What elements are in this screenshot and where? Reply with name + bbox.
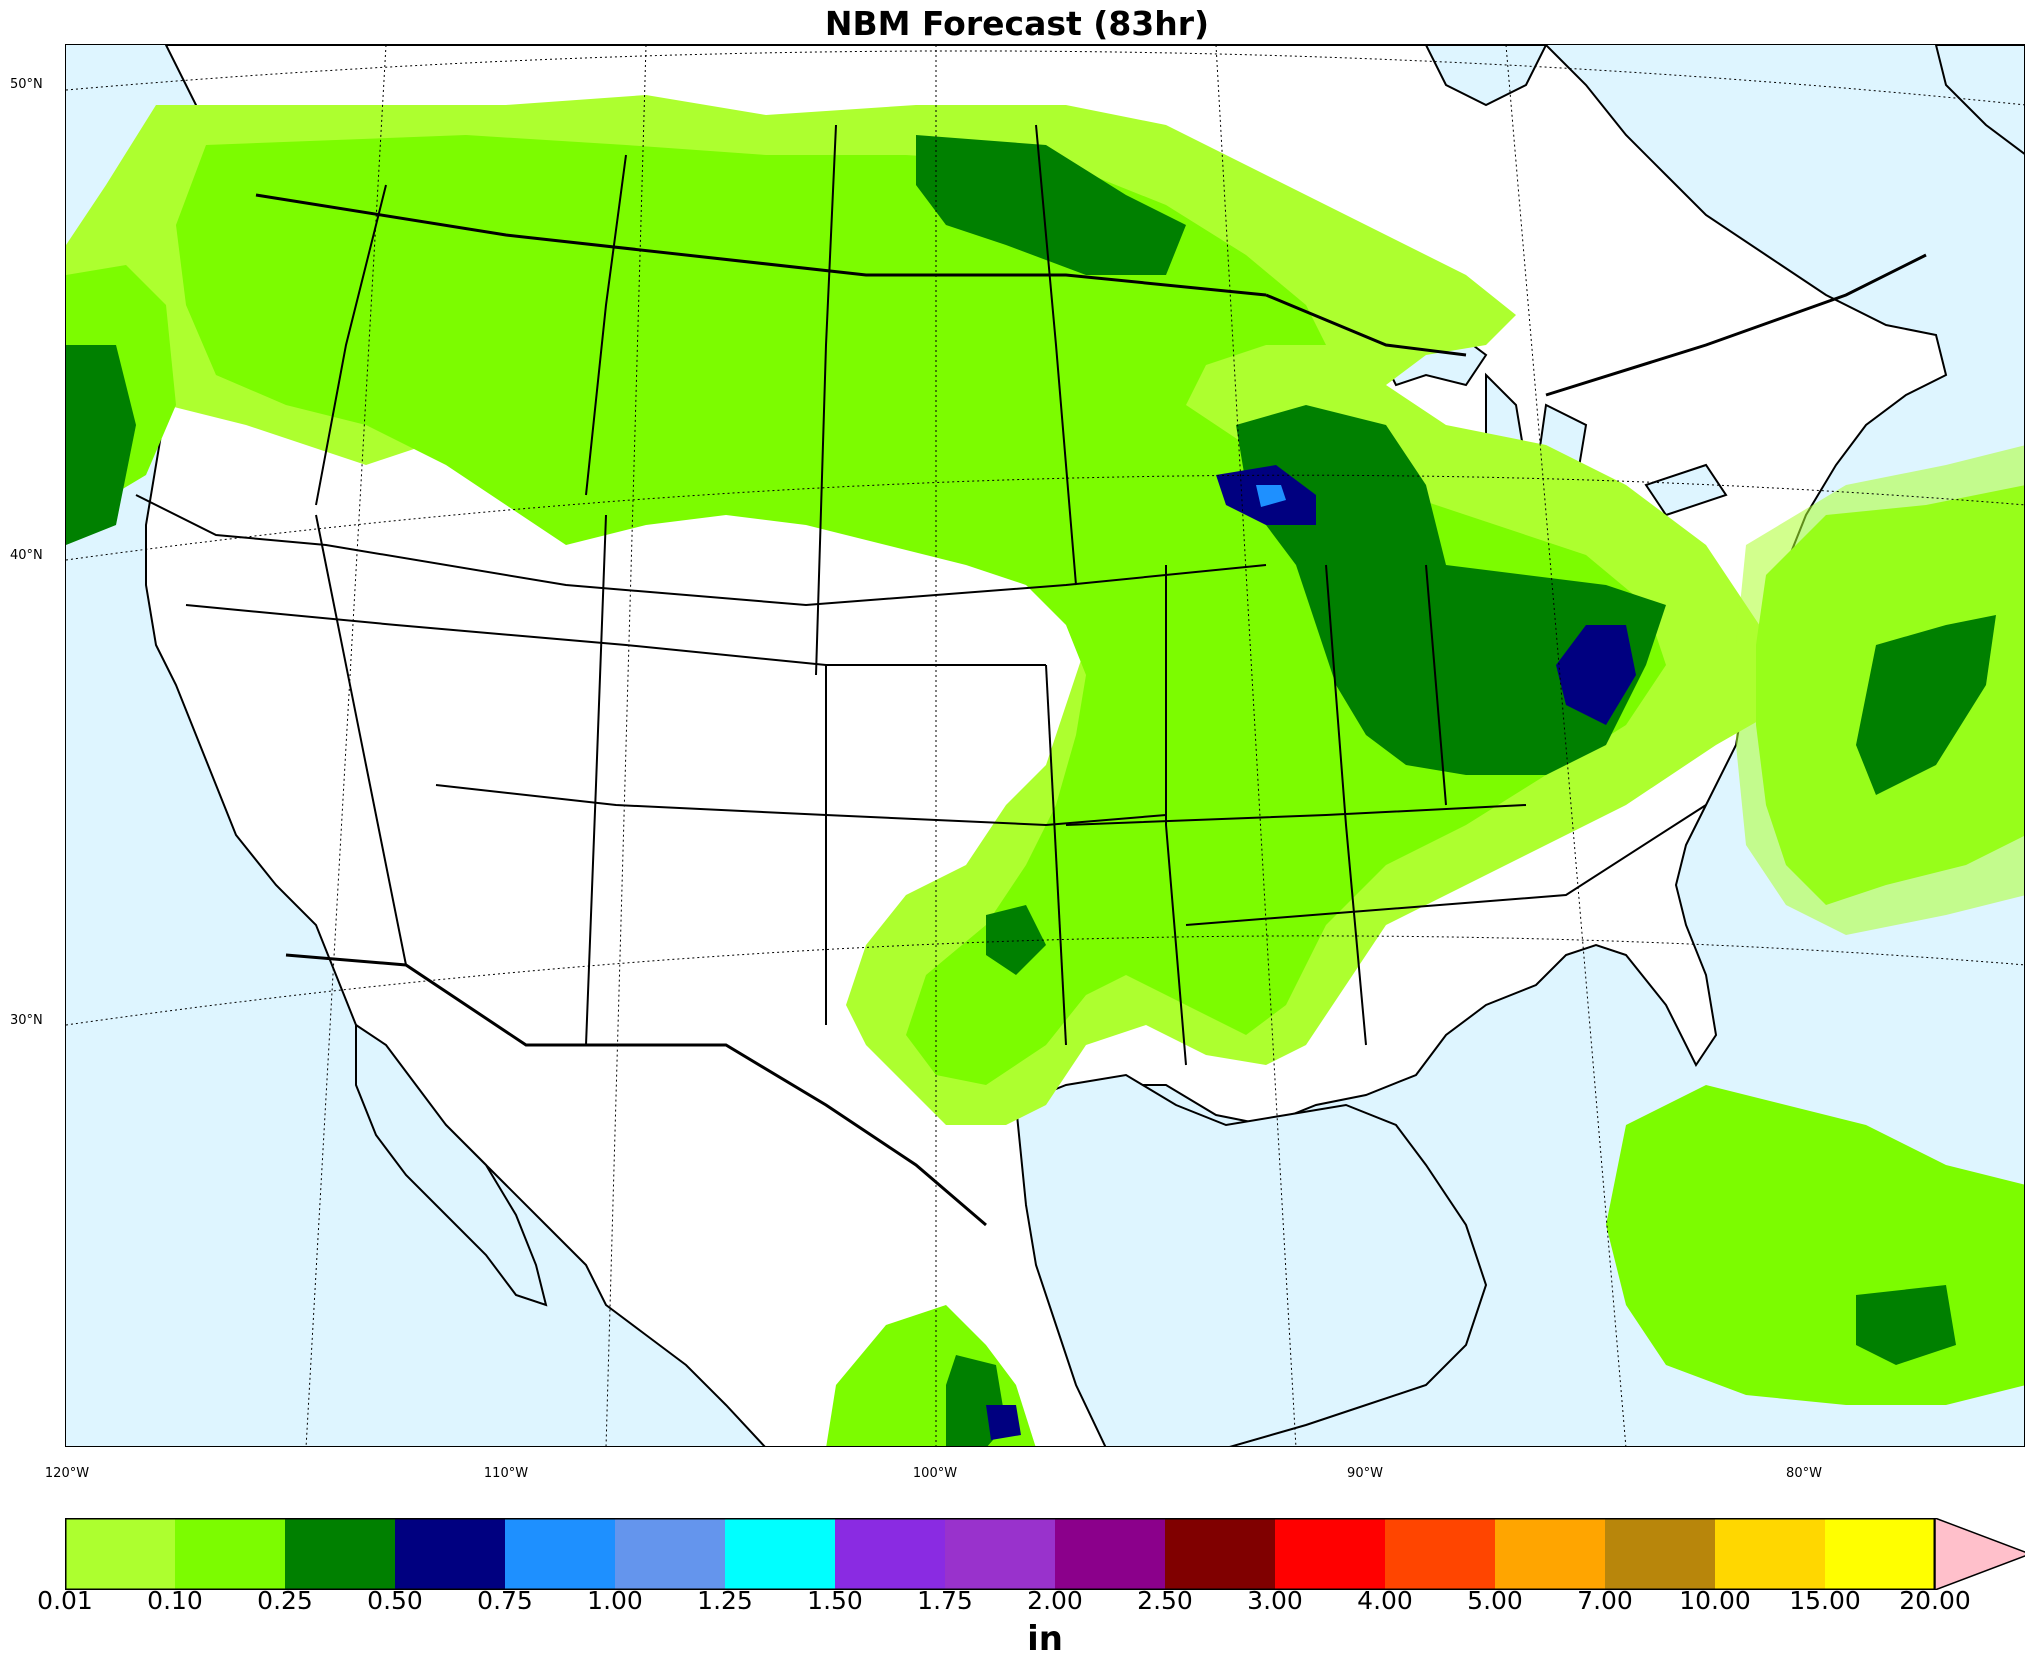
colorbar-swatch: [395, 1518, 505, 1590]
lon-label-90w: 90°W: [1347, 1466, 1383, 1481]
colorbar-tick-label: 1.00: [587, 1586, 643, 1615]
colorbar-swatch: [1055, 1518, 1165, 1590]
colorbar-swatch: [175, 1518, 285, 1590]
colorbar-swatch: [285, 1518, 395, 1590]
colorbar-tick-label: 2.50: [1137, 1586, 1193, 1615]
colorbar-swatch: [1165, 1518, 1275, 1590]
colorbar-swatch: [1825, 1518, 1935, 1590]
colorbar-swatch: [945, 1518, 1055, 1590]
colorbar-swatches: [65, 1516, 2033, 1592]
gulf-of-california: [355, 1023, 548, 1307]
lat-label-30n: 30°N: [10, 1013, 43, 1028]
colorbar-tick-label: 0.75: [477, 1586, 533, 1615]
lon-label-120w: 120°W: [44, 1466, 90, 1481]
lon-label-100w: 100°W: [912, 1466, 958, 1481]
colorbar-swatch: [1605, 1518, 1715, 1590]
colorbar-tick-label: 1.25: [697, 1586, 753, 1615]
colorbar-extend-arrow: [1934, 1516, 2033, 1592]
precip-map: [65, 44, 2025, 1447]
lon-label-80w: 80°W: [1786, 1466, 1822, 1481]
colorbar-swatch: [725, 1518, 835, 1590]
colorbar-swatch: [65, 1518, 175, 1590]
colorbar-tick-label: 1.50: [807, 1586, 863, 1615]
lat-label-50n: 50°N: [10, 77, 43, 92]
graticule: [66, 45, 2024, 1446]
gulf-of-mexico: [1014, 1073, 1488, 1446]
colorbar-tick-label: 2.00: [1027, 1586, 1083, 1615]
colorbar-frame: [65, 1518, 1935, 1590]
units-label: in: [1027, 1619, 1063, 1659]
colorbar-tick-label: 3.00: [1247, 1586, 1303, 1615]
colorbar-swatch: [835, 1518, 945, 1590]
colorbar-tick-label: 7.00: [1577, 1586, 1633, 1615]
lat-label-40n: 40°N: [10, 548, 43, 563]
colorbar-tick-label: 1.75: [917, 1586, 973, 1615]
lon-label-110w: 110°W: [483, 1466, 529, 1481]
colorbar-swatch: [505, 1518, 615, 1590]
colorbar-tick-label: 4.00: [1357, 1586, 1413, 1615]
colorbar-tick-label: 15.00: [1789, 1586, 1861, 1615]
colorbar: [65, 1516, 2033, 1594]
colorbar-swatch: [615, 1518, 725, 1590]
colorbar-tick-label: 5.00: [1467, 1586, 1523, 1615]
political-boundaries: [135, 124, 1927, 1227]
northern-waters: [1424, 45, 2024, 155]
colorbar-swatch: [1715, 1518, 1825, 1590]
colorbar-tick-label: 0.01: [37, 1586, 93, 1615]
colorbar-swatch: [1385, 1518, 1495, 1590]
colorbar-tick-label: 10.00: [1679, 1586, 1751, 1615]
colorbar-tick-label: 0.50: [367, 1586, 423, 1615]
map-canvas: [66, 45, 2024, 1446]
colorbar-tick-label: 0.25: [257, 1586, 313, 1615]
colorbar-swatch: [1495, 1518, 1605, 1590]
colorbar-swatch: [1275, 1518, 1385, 1590]
colorbar-tick-label: 0.10: [147, 1586, 203, 1615]
map-title: NBM Forecast (83hr): [824, 4, 1210, 43]
precip-contours: [66, 95, 2024, 1446]
colorbar-tick-label: 20.00: [1899, 1586, 1971, 1615]
